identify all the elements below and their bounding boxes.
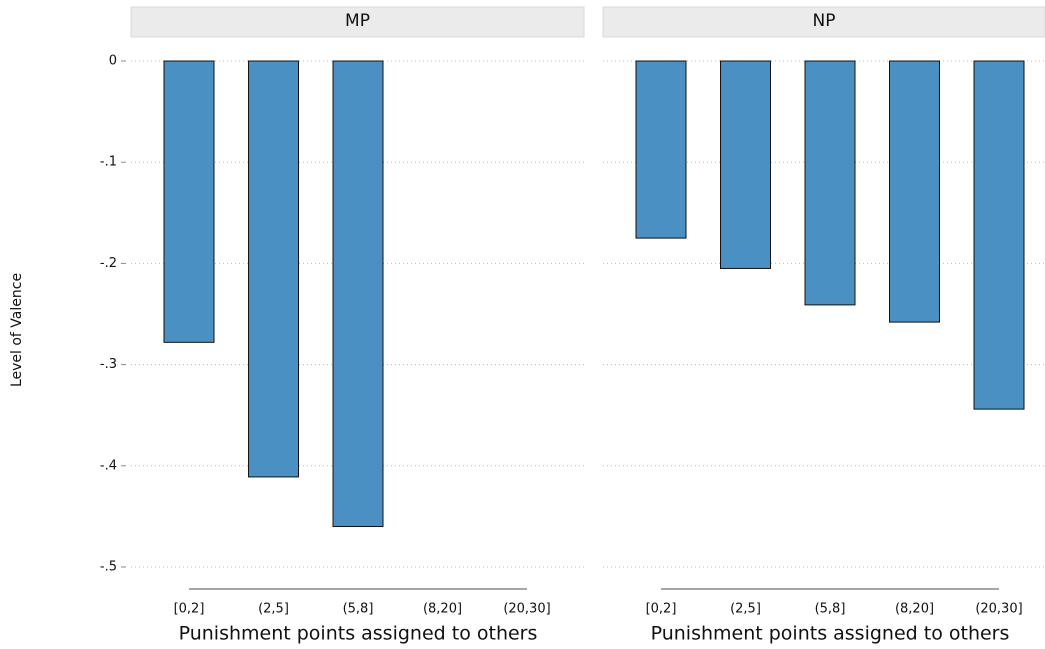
x-tick-label: (5,8] <box>343 602 374 617</box>
facet-title: MP <box>345 11 370 31</box>
y-tick-label: -.5 <box>100 560 117 575</box>
y-axis-label: Level of Valence <box>9 273 25 387</box>
x-tick-label: (20,30] <box>975 602 1022 617</box>
x-tick-label: (2,5] <box>258 602 289 617</box>
x-tick-label: (5,8] <box>815 602 846 617</box>
facet-header <box>130 6 585 38</box>
bar <box>973 60 1025 410</box>
bar <box>635 60 687 239</box>
x-tick-label: [0,2] <box>646 602 677 617</box>
facet-title: NP <box>813 11 836 31</box>
bar <box>889 60 940 323</box>
bar <box>804 60 856 306</box>
x-tick-label: (2,5] <box>730 602 761 617</box>
bar <box>720 60 771 269</box>
bar <box>332 60 384 528</box>
facet-header <box>602 6 1045 38</box>
bar <box>248 60 299 478</box>
y-tick-label: -.1 <box>100 155 117 170</box>
x-axis-label: Punishment points assigned to others <box>179 623 538 645</box>
x-tick-label: (8,20] <box>423 602 462 617</box>
y-tick-label: -.2 <box>100 256 117 271</box>
y-tick-label: 0 <box>109 54 117 69</box>
x-tick-label: (20,30] <box>503 602 550 617</box>
x-tick-label: [0,2] <box>174 602 205 617</box>
bar <box>163 60 215 343</box>
y-tick-label: -.4 <box>100 458 117 473</box>
x-axis-label: Punishment points assigned to others <box>651 623 1010 645</box>
x-tick-label: (8,20] <box>895 602 934 617</box>
y-tick-label: -.3 <box>100 357 117 372</box>
